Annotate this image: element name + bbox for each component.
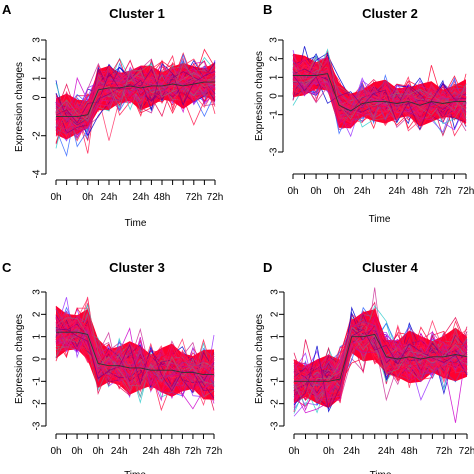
x-tick-label: 72h [436, 446, 453, 457]
x-tick-label: 0h [82, 192, 93, 203]
x-tick-label: 72h [185, 192, 202, 203]
y-axis-label: Expression changes [254, 51, 265, 141]
chart-title: Cluster 4 [362, 260, 418, 275]
y-tick-label: -2 [32, 131, 43, 140]
y-tick-label: 1 [269, 74, 280, 80]
series-lines [293, 287, 468, 423]
x-tick-label: 72h [185, 446, 202, 457]
panel-label: D [263, 260, 272, 275]
y-tick-label: 0 [32, 356, 43, 362]
y-tick-label: 1 [32, 333, 43, 339]
y-tick-label: -3 [269, 147, 280, 156]
x-tick-label: 0h [50, 192, 61, 203]
x-axis-label: Time [369, 214, 391, 225]
y-tick-label: 3 [32, 37, 43, 43]
x-tick-label: 0h [311, 186, 322, 197]
panel-label: A [2, 2, 12, 17]
expression-envelope-overlay [294, 309, 467, 408]
y-tick-label: -1 [32, 376, 43, 385]
y-tick-label: 2 [270, 311, 281, 317]
chart-title: Cluster 1 [109, 6, 165, 21]
x-tick-label: 0h [287, 186, 298, 197]
x-tick-label: 72h [458, 186, 474, 197]
y-axis: -3 -2 -1 0 1 2 3 [270, 289, 285, 430]
x-tick-label: 0h [323, 446, 334, 457]
y-tick-label: 3 [32, 289, 43, 295]
y-tick-label: 2 [269, 55, 280, 61]
x-tick-label: 24h [354, 186, 371, 197]
y-tick-label: 0 [32, 94, 43, 100]
series-lines [292, 46, 467, 138]
centroid-line [56, 331, 214, 376]
y-tick-label: 0 [269, 93, 280, 99]
x-axis-label: Time [125, 218, 147, 229]
y-tick-label: 2 [32, 56, 43, 62]
y-axis-label: Expression changes [14, 314, 25, 404]
x-axis: 0h 0h 0h 24h 24h 48h 72h 72h [287, 173, 474, 197]
chart-title: Cluster 2 [362, 6, 418, 21]
panel-d: D Cluster 4 -3 -2 -1 0 1 2 3 0h 0h 24h 24h 48h 72h 72h T… [254, 260, 474, 474]
x-tick-label: 48h [164, 446, 181, 457]
x-tick-label: 24h [388, 186, 405, 197]
y-tick-label: -2 [270, 399, 281, 408]
x-tick-label: 24h [132, 192, 149, 203]
x-tick-label: 24h [101, 192, 118, 203]
x-tick-label: 24h [378, 446, 395, 457]
panel-label: C [2, 260, 12, 275]
centroid-line [294, 333, 468, 382]
expression-envelope-overlay [293, 53, 466, 129]
y-tick-label: 0 [270, 356, 281, 362]
x-axis-label: Time [370, 470, 392, 474]
x-tick-label: 72h [207, 192, 224, 203]
panel-label: B [263, 2, 272, 17]
series-lines [55, 48, 216, 158]
y-axis-label: Expression changes [14, 62, 25, 152]
x-tick-label: 0h [50, 446, 61, 457]
x-axis-label: Time [124, 470, 146, 474]
panel-c: C Cluster 3 -3 -2 -1 0 1 2 3 0h 0h 0h 24h 24h 48h 72h 72… [2, 260, 222, 474]
x-tick-label: 72h [206, 446, 223, 457]
x-axis: 0h 0h 24h 24h 48h 72h 72h [50, 179, 224, 203]
panel-a: A Cluster 1 -4 -2 0 1 2 3 0h 0h 24h 24h 48h 72h 72h Tim… [2, 2, 223, 229]
x-tick-label: 0h [72, 446, 83, 457]
x-tick-label: 72h [459, 446, 474, 457]
y-tick-label: -2 [32, 399, 43, 408]
y-tick-label: 3 [269, 37, 280, 43]
y-tick-label: -1 [269, 110, 280, 119]
x-tick-label: 0h [93, 446, 104, 457]
x-tick-label: 24h [111, 446, 128, 457]
y-tick-label: 3 [270, 289, 281, 295]
x-tick-label: 0h [334, 186, 345, 197]
x-axis: 0h 0h 24h 24h 48h 72h 72h [288, 433, 474, 457]
y-axis-label: Expression changes [254, 314, 265, 404]
y-tick-label: 1 [32, 75, 43, 81]
y-tick-label: -3 [32, 421, 43, 430]
x-tick-label: 24h [343, 446, 360, 457]
series-lines [55, 296, 215, 412]
expression-envelope-overlay [56, 62, 215, 140]
expression-envelope-overlay [56, 305, 214, 400]
x-tick-label: 48h [154, 192, 171, 203]
x-tick-label: 24h [142, 446, 159, 457]
y-axis: -3 -1 0 1 2 3 [269, 37, 284, 156]
x-tick-label: 0h [288, 446, 299, 457]
y-tick-label: 2 [32, 311, 43, 317]
centroid-line [293, 73, 466, 112]
y-tick-label: -4 [32, 169, 43, 178]
x-axis: 0h 0h 0h 24h 24h 48h 72h 72h [50, 433, 223, 457]
y-axis: -4 -2 0 1 2 3 [32, 37, 47, 178]
x-tick-label: 72h [435, 186, 452, 197]
x-tick-label: 48h [401, 446, 418, 457]
y-axis: -3 -2 -1 0 1 2 3 [32, 289, 47, 430]
chart-title: Cluster 3 [109, 260, 165, 275]
centroid-line [56, 81, 215, 118]
panel-b: B Cluster 2 -3 -1 0 1 2 3 0h 0h 0h 24h 24h 48h 72h 72h T… [254, 2, 474, 225]
x-tick-label: 48h [412, 186, 429, 197]
y-tick-label: -1 [270, 376, 281, 385]
y-tick-label: 1 [270, 333, 281, 339]
y-tick-label: -3 [270, 421, 281, 430]
